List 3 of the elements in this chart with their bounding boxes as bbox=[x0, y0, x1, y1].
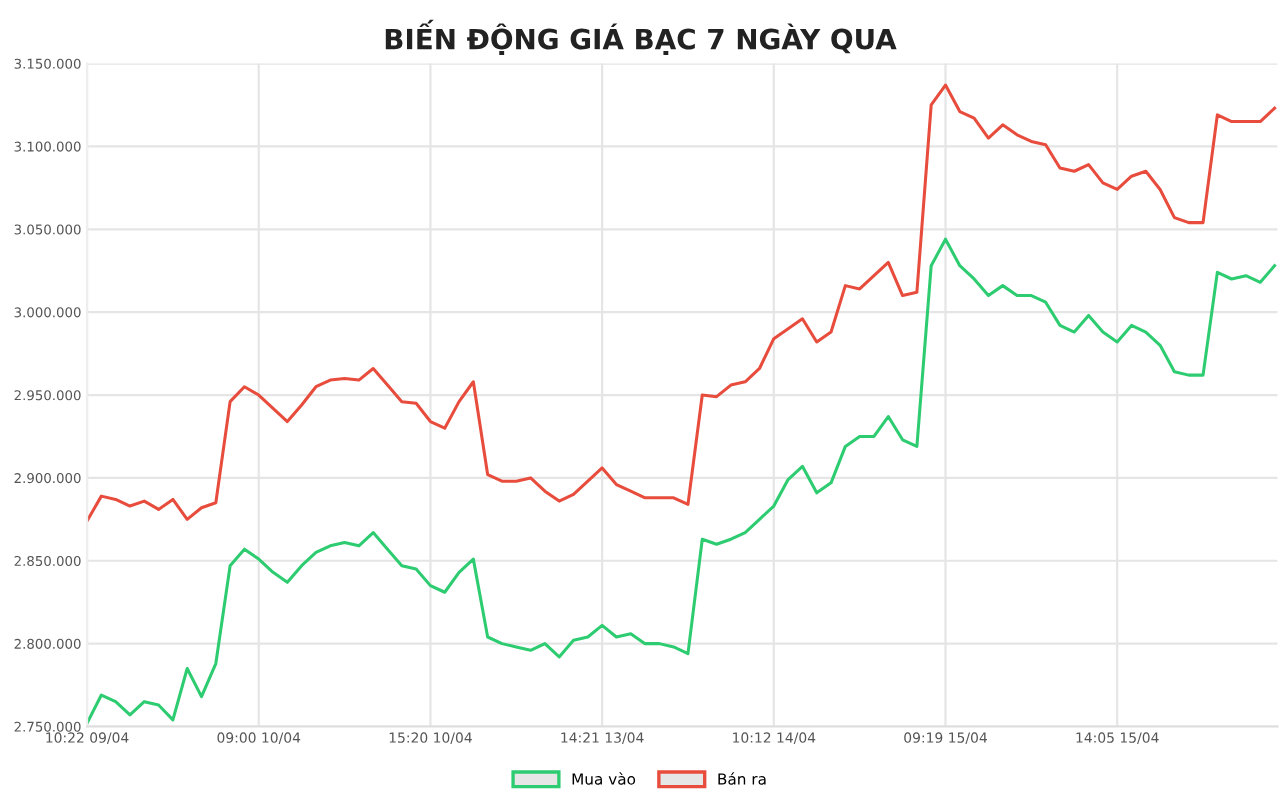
line-series bbox=[87, 237, 1277, 725]
line-series bbox=[87, 83, 1277, 523]
chart-title: BIẾN ĐỘNG GIÁ BẠC 7 NGÀY QUA bbox=[385, 19, 897, 56]
